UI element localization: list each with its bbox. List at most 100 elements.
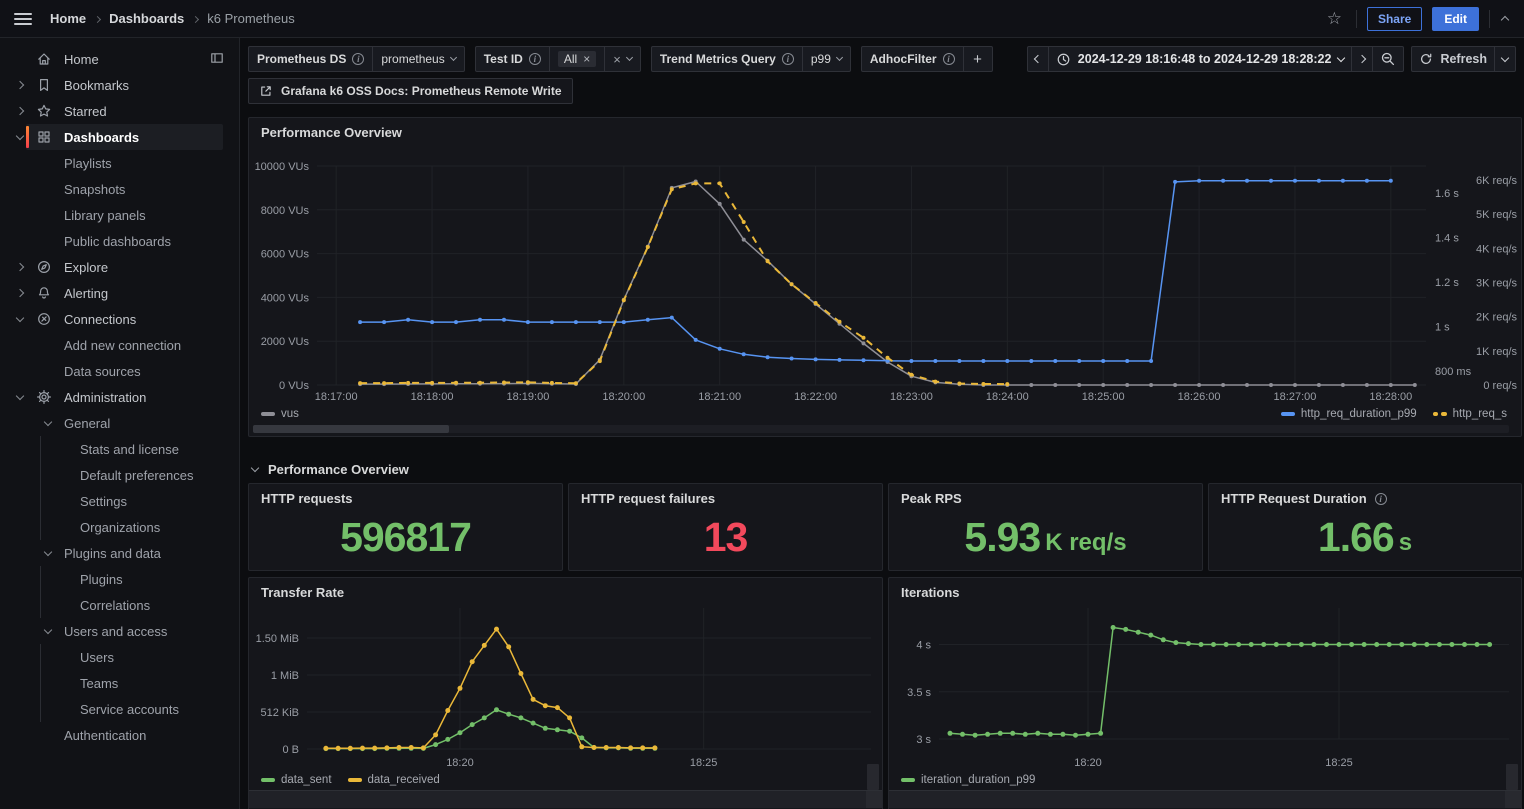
refresh-interval-dropdown[interactable] xyxy=(1494,46,1516,72)
legend-item-http-req-duration-p99[interactable]: http_req_duration_p99 xyxy=(1281,408,1417,420)
info-icon[interactable] xyxy=(529,53,541,65)
sidebar-item-library-panels[interactable]: Library panels xyxy=(0,202,239,228)
x-tick-label: 18:24:00 xyxy=(986,391,1029,403)
row-section-header[interactable]: Performance Overview xyxy=(248,457,409,481)
prometheus-ds-select[interactable]: prometheus xyxy=(372,46,464,72)
sidebar-item-connections[interactable]: Connections xyxy=(0,306,239,332)
chevron-down-icon[interactable] xyxy=(44,625,52,633)
stat-title[interactable]: HTTP request failures xyxy=(581,491,715,506)
chevron-down-icon[interactable] xyxy=(16,313,24,321)
star-icon[interactable]: ☆ xyxy=(1323,10,1346,27)
chevron-down-icon[interactable] xyxy=(44,417,52,425)
info-icon[interactable] xyxy=(352,53,364,65)
legend-item-vus[interactable]: vus xyxy=(261,408,299,420)
sidebar-item-snapshots[interactable]: Snapshots xyxy=(0,176,239,202)
datapoint-http_req_duration_p99 xyxy=(766,355,770,359)
legend-item-http-req-s[interactable]: http_req_s xyxy=(1433,408,1507,420)
datapoint-data_received xyxy=(421,745,426,750)
transfer-rate-chart[interactable]: 18:2018:250 B512 KiB1 MiB1.50 MiB xyxy=(249,578,882,774)
remove-chip-icon[interactable]: × xyxy=(583,52,590,66)
sidebar-item-users-and-access[interactable]: Users and access xyxy=(0,618,239,644)
breadcrumb-dashboards[interactable]: Dashboards xyxy=(109,11,184,26)
horizontal-scrollbar[interactable] xyxy=(249,790,882,808)
info-icon[interactable] xyxy=(1375,493,1387,505)
edit-button[interactable]: Edit xyxy=(1432,7,1479,31)
datapoint-data_received xyxy=(652,745,657,750)
sidebar-item-default-preferences[interactable]: Default preferences xyxy=(40,462,239,488)
datapoint-http_req_s xyxy=(886,356,890,360)
sidebar-item-correlations[interactable]: Correlations xyxy=(40,592,239,618)
horizontal-scrollbar[interactable] xyxy=(889,790,1521,808)
add-adhoc-filter-button[interactable]: + xyxy=(963,46,993,72)
sidebar-item-general[interactable]: General xyxy=(0,410,239,436)
panel-title[interactable]: Performance Overview xyxy=(261,125,402,140)
datapoint-data_received xyxy=(397,745,402,750)
sidebar-item-add-new-connection[interactable]: Add new connection xyxy=(0,332,239,358)
sidebar-item-starred[interactable]: Starred xyxy=(0,98,239,124)
vertical-scrollbar[interactable] xyxy=(867,764,879,790)
sidebar-item-alerting[interactable]: Alerting xyxy=(0,280,239,306)
chevron-down-icon[interactable] xyxy=(16,391,24,399)
zoom-out-icon[interactable] xyxy=(1372,46,1404,72)
chevron-right-icon[interactable] xyxy=(16,263,24,271)
info-icon[interactable] xyxy=(943,53,955,65)
datapoint-http_req_s xyxy=(598,359,602,363)
sidebar-item-home[interactable]: Home xyxy=(0,46,239,72)
clear-icon[interactable]: × xyxy=(613,52,621,67)
legend-swatch xyxy=(348,778,362,782)
refresh-button[interactable]: Refresh xyxy=(1411,46,1495,72)
panel-title[interactable]: Iterations xyxy=(901,585,960,600)
performance-overview-chart[interactable]: 18:17:0018:18:0018:19:0018:20:0018:21:00… xyxy=(249,118,1521,436)
datapoint-http_req_s xyxy=(622,298,626,302)
breadcrumb-home[interactable]: Home xyxy=(50,11,86,26)
horizontal-scrollbar[interactable] xyxy=(253,425,1509,433)
compass-icon xyxy=(36,259,52,275)
test-id-controls[interactable]: × xyxy=(604,46,641,72)
time-back-button[interactable] xyxy=(1027,46,1049,72)
panel-title[interactable]: Transfer Rate xyxy=(261,585,344,600)
datapoint-http_req_s xyxy=(670,187,674,191)
dock-icon[interactable] xyxy=(209,50,225,69)
sidebar-item-administration[interactable]: Administration xyxy=(0,384,239,410)
stat-title[interactable]: HTTP requests xyxy=(261,491,353,506)
stat-title[interactable]: Peak RPS xyxy=(901,491,962,506)
docs-link-button[interactable]: Grafana k6 OSS Docs: Prometheus Remote W… xyxy=(248,78,573,104)
sidebar-item-plugins[interactable]: Plugins xyxy=(40,566,239,592)
sidebar-item-authentication[interactable]: Authentication xyxy=(0,722,239,748)
iterations-chart[interactable]: 18:2018:253 s3.5 s4 s xyxy=(889,578,1521,774)
sidebar-item-playlists[interactable]: Playlists xyxy=(0,150,239,176)
test-id-select[interactable]: All× xyxy=(549,46,605,72)
chevron-right-icon[interactable] xyxy=(16,81,24,89)
sidebar-item-plugins-and-data[interactable]: Plugins and data xyxy=(0,540,239,566)
chevron-right-icon[interactable] xyxy=(16,107,24,115)
chevron-up-icon[interactable] xyxy=(1500,11,1510,26)
menu-icon[interactable] xyxy=(14,13,32,25)
datapoint-http_req_s xyxy=(862,336,866,340)
vertical-scrollbar[interactable] xyxy=(1506,764,1518,790)
share-button[interactable]: Share xyxy=(1367,7,1422,31)
sidebar-item-dashboards[interactable]: Dashboards xyxy=(0,124,239,150)
legend-item-iteration-duration-p99[interactable]: iteration_duration_p99 xyxy=(901,774,1035,786)
trend-metrics-select[interactable]: p99 xyxy=(802,46,851,72)
chevron-right-icon[interactable] xyxy=(16,289,24,297)
stat-title[interactable]: HTTP Request Duration xyxy=(1221,491,1387,506)
info-icon[interactable] xyxy=(782,53,794,65)
time-forward-button[interactable] xyxy=(1351,46,1373,72)
legend-item-data-received[interactable]: data_received xyxy=(348,774,440,786)
sidebar-item-data-sources[interactable]: Data sources xyxy=(0,358,239,384)
sidebar-item-settings[interactable]: Settings xyxy=(40,488,239,514)
legend-item-data-sent[interactable]: data_sent xyxy=(261,774,332,786)
time-range-picker[interactable]: 2024-12-29 18:16:48 to 2024-12-29 18:28:… xyxy=(1048,46,1353,72)
sidebar-item-teams[interactable]: Teams xyxy=(40,670,239,696)
selected-chip[interactable]: All× xyxy=(558,51,596,67)
chevron-down-icon[interactable] xyxy=(16,131,24,139)
sidebar-item-service-accounts[interactable]: Service accounts xyxy=(40,696,239,722)
sidebar-item-organizations[interactable]: Organizations xyxy=(40,514,239,540)
sidebar-item-explore[interactable]: Explore xyxy=(0,254,239,280)
sidebar-item-users[interactable]: Users xyxy=(40,644,239,670)
datapoint-http_req_duration_p99 xyxy=(430,320,434,324)
sidebar-item-public-dashboards[interactable]: Public dashboards xyxy=(0,228,239,254)
sidebar-item-bookmarks[interactable]: Bookmarks xyxy=(0,72,239,98)
chevron-down-icon[interactable] xyxy=(44,547,52,555)
sidebar-item-stats-and-license[interactable]: Stats and license xyxy=(40,436,239,462)
